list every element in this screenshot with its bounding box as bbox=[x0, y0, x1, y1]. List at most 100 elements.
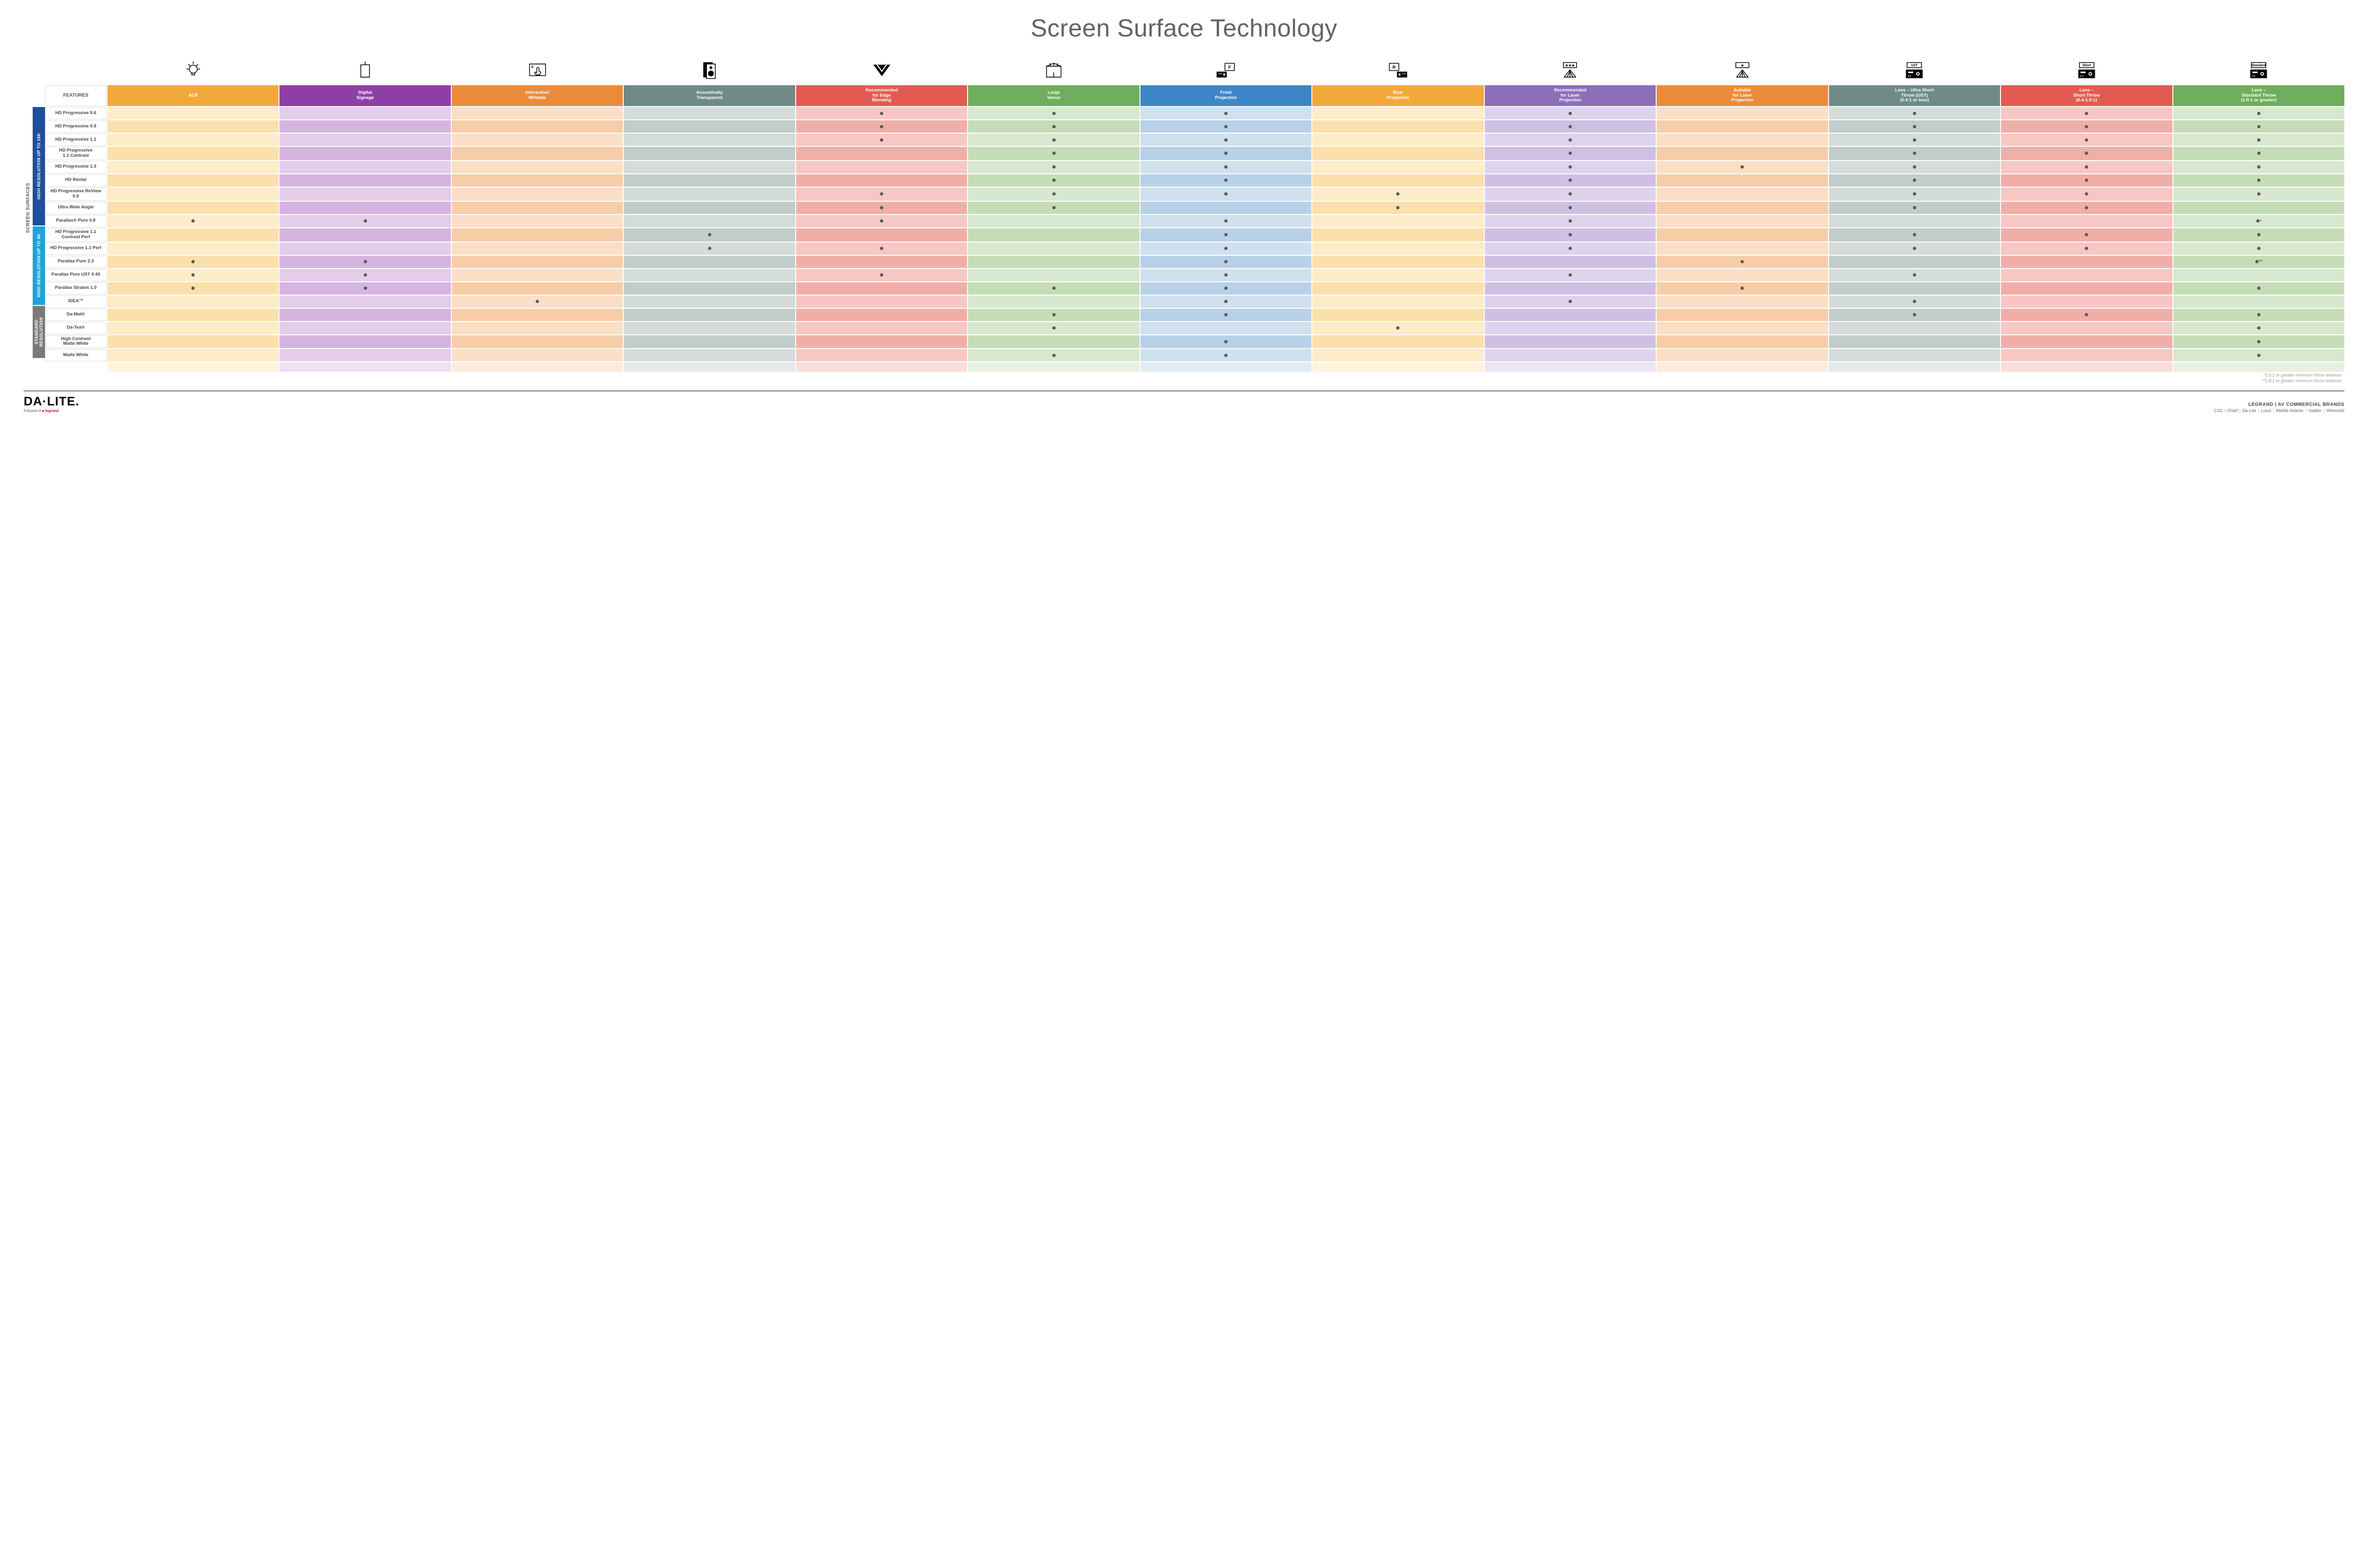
data-cell bbox=[796, 202, 967, 214]
dot-icon bbox=[2257, 340, 2260, 343]
footer-brand-item: Luxul bbox=[2261, 408, 2271, 413]
data-cell bbox=[279, 134, 450, 146]
dot-icon bbox=[1569, 273, 1572, 277]
data-cell bbox=[2001, 335, 2172, 349]
acoustic-icon bbox=[624, 57, 795, 84]
trailing-spacer bbox=[1657, 362, 1828, 372]
data-cell bbox=[796, 215, 967, 227]
dot-icon bbox=[1224, 152, 1228, 155]
side-label-screen-surfaces: SCREEN SURFACES bbox=[24, 57, 33, 359]
data-cell bbox=[279, 174, 450, 187]
data-cell bbox=[624, 269, 795, 281]
dot-icon bbox=[880, 219, 883, 223]
data-cell bbox=[624, 134, 795, 146]
dot-icon bbox=[1224, 233, 1228, 236]
dot-icon bbox=[191, 287, 195, 290]
dot-icon bbox=[1569, 233, 1572, 236]
data-cell bbox=[1140, 161, 1311, 173]
data-cell bbox=[968, 242, 1139, 255]
data-cell bbox=[796, 322, 967, 334]
data-cell bbox=[968, 335, 1139, 349]
data-cell bbox=[796, 120, 967, 133]
data-cell bbox=[796, 269, 967, 281]
svg-text:★: ★ bbox=[1740, 63, 1744, 68]
dot-icon bbox=[2257, 233, 2260, 236]
data-cell bbox=[452, 147, 623, 160]
data-cell bbox=[968, 269, 1139, 281]
dot-icon bbox=[1569, 300, 1572, 303]
data-cell bbox=[1657, 174, 1828, 187]
dot-icon bbox=[1224, 125, 1228, 128]
dot-icon bbox=[2257, 179, 2260, 182]
data-cell bbox=[108, 322, 278, 334]
data-cell bbox=[452, 242, 623, 255]
data-cell bbox=[1312, 269, 1483, 281]
data-cell bbox=[1485, 215, 1656, 227]
svg-text:Standard: Standard bbox=[2251, 64, 2266, 67]
footer-brand-list: C2G|Chief|Da-Lite|Luxul|Middle Atlantic|… bbox=[2214, 408, 2344, 413]
data-cell bbox=[1485, 256, 1656, 268]
data-cell bbox=[2001, 202, 2172, 214]
dot-icon bbox=[2257, 313, 2260, 316]
dot-icon bbox=[1913, 165, 1916, 169]
row-label: HD Progressive 1.1 bbox=[45, 134, 107, 146]
data-cell bbox=[2001, 242, 2172, 255]
data-cell bbox=[2173, 349, 2344, 361]
data-cell bbox=[2001, 147, 2172, 160]
dot-icon bbox=[364, 273, 367, 277]
data-cell bbox=[1485, 120, 1656, 133]
dot-icon bbox=[880, 192, 883, 196]
dot-icon bbox=[2257, 287, 2260, 290]
data-cell bbox=[452, 228, 623, 242]
data-cell bbox=[796, 309, 967, 321]
dot-icon bbox=[708, 233, 711, 236]
data-cell bbox=[1829, 296, 2000, 308]
data-cell bbox=[2001, 228, 2172, 242]
row-label: Da-Mat® bbox=[45, 309, 107, 321]
dot-icon bbox=[880, 206, 883, 209]
data-cell bbox=[1829, 161, 2000, 173]
footer-brand-item: Chief bbox=[2227, 408, 2237, 413]
data-cell bbox=[108, 147, 278, 160]
data-cell bbox=[452, 107, 623, 119]
footnote: *1.5:1 or greater minimum throw distance bbox=[24, 373, 2341, 378]
large-icon bbox=[968, 57, 1139, 84]
dot-icon bbox=[1913, 247, 1916, 250]
data-cell bbox=[279, 147, 450, 160]
row-label: Parallax Pure 2.3 bbox=[45, 256, 107, 268]
data-cell bbox=[279, 188, 450, 201]
row-label: Parallax® Pure 0.8 bbox=[45, 215, 107, 227]
dot-icon bbox=[1913, 273, 1916, 277]
data-cell bbox=[1829, 269, 2000, 281]
dot-icon bbox=[1569, 138, 1572, 142]
column-header-suit_laser: Suitable for Laser Projection bbox=[1657, 85, 1828, 106]
data-cell bbox=[452, 256, 623, 268]
data-cell bbox=[796, 282, 967, 295]
data-cell bbox=[452, 296, 623, 308]
data-cell bbox=[796, 188, 967, 201]
data-cell bbox=[279, 349, 450, 361]
dot-icon bbox=[191, 219, 195, 223]
data-cell bbox=[2001, 282, 2172, 295]
data-cell bbox=[968, 147, 1139, 160]
svg-text:★★★: ★★★ bbox=[1565, 63, 1576, 68]
column-header-front: Front Projection bbox=[1140, 85, 1311, 106]
data-cell bbox=[1140, 349, 1311, 361]
svg-text:Short: Short bbox=[2082, 64, 2091, 67]
data-cell bbox=[968, 202, 1139, 214]
data-cell bbox=[624, 296, 795, 308]
column-header-acoustic: Acoustically Transparent bbox=[624, 85, 795, 106]
footer-brand-item: Vaddio bbox=[2308, 408, 2321, 413]
data-cell bbox=[1312, 107, 1483, 119]
data-cell bbox=[2173, 322, 2344, 334]
data-cell bbox=[1829, 134, 2000, 146]
data-cell bbox=[1140, 269, 1311, 281]
row-label: HD Rental bbox=[45, 174, 107, 187]
data-cell bbox=[1829, 349, 2000, 361]
dot-icon bbox=[2085, 138, 2088, 142]
data-cell bbox=[2173, 202, 2344, 214]
row-label: HD Progressive 0.6 bbox=[45, 107, 107, 119]
dot-icon bbox=[1052, 354, 1056, 357]
data-cell bbox=[279, 269, 450, 281]
dot-icon bbox=[1052, 326, 1056, 330]
